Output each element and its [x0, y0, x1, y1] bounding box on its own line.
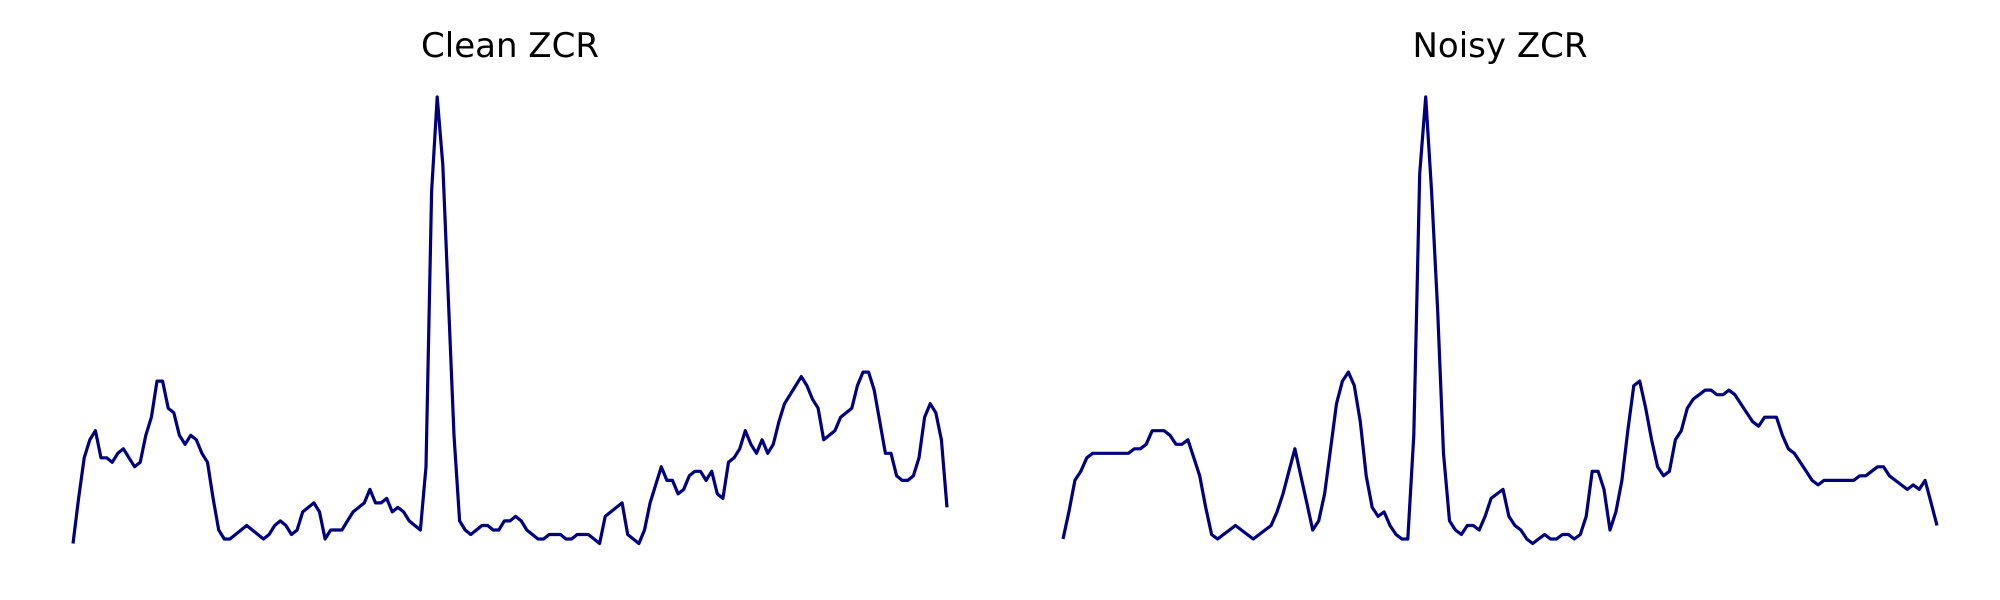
chart-title-clean: Clean ZCR	[421, 26, 599, 66]
series-line-noisy-zcr	[1061, 95, 1939, 546]
chart-title-noisy: Noisy ZCR	[1413, 26, 1588, 66]
panel-noisy-zcr: Noisy ZCR	[1061, 26, 1939, 546]
series-line-clean-zcr	[71, 95, 949, 546]
panel-clean-zcr: Clean ZCR	[71, 26, 949, 546]
